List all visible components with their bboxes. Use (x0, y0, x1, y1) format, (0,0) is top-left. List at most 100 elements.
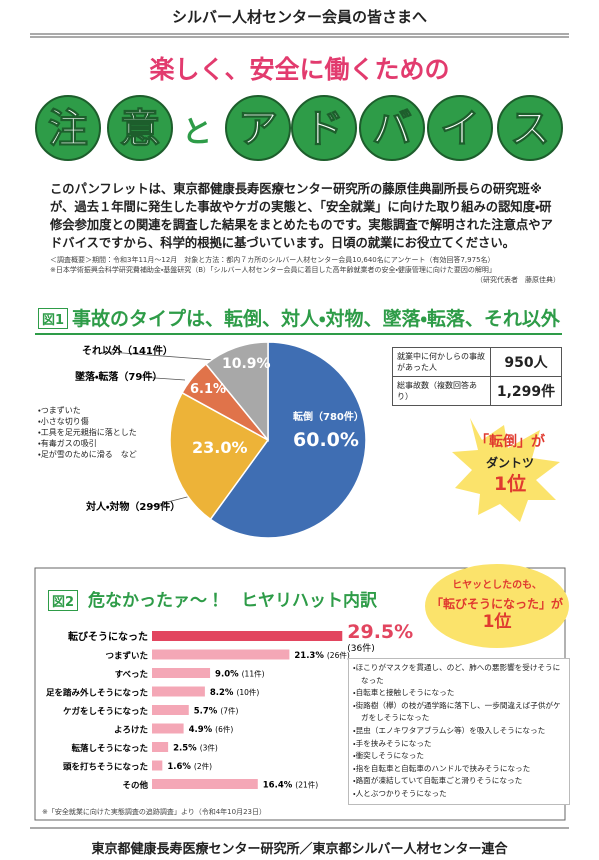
pie-slice (209, 341, 367, 539)
figure-label: 図1 (38, 308, 69, 329)
value-label: 29.5% (347, 621, 413, 643)
pie-label: 墜落・転落（79件） (75, 370, 162, 383)
pie-value: 10.9% (222, 356, 271, 372)
stat-value: 950人 (490, 347, 562, 377)
value-label: 9.0% (215, 670, 239, 680)
title-glyph: ス (510, 106, 550, 152)
kicker: シルバー人材センター会員の皆さまへ (171, 8, 427, 26)
pie-slice (204, 341, 269, 443)
example: ・足が雪のために滑る など (38, 450, 137, 459)
figure-title: 危なかったァ～！ ヒヤリハット内訳 (88, 591, 377, 611)
title-glyph: 意 (120, 106, 160, 152)
leader (139, 376, 186, 381)
example: ・工具を足元親指に落とした (38, 428, 137, 437)
callout: 「転びそうになった」が (430, 597, 563, 611)
bar-label: 足を踏み外しそうになった (46, 688, 148, 699)
value-label: 16.4% (263, 781, 293, 791)
title-circle (107, 95, 173, 161)
bar-label: 転落しそうになった (71, 743, 148, 754)
pie-value: 60.0% (293, 429, 359, 451)
bar (152, 760, 163, 771)
value-label: 1.6% (167, 762, 191, 772)
example: ・路面が凍結していて自転車ごと滑りそうになった (353, 776, 523, 786)
bar-label: 転びそうになった (68, 630, 148, 643)
title-glyph: ド (304, 106, 344, 152)
count-label: (26件) (327, 650, 350, 660)
value-label: 2.5% (173, 744, 197, 754)
stats-table: 就業中に何かしらの事故があった人 950人 総事故数（複数回答あり） 1,299件 (392, 347, 562, 406)
pie-value: 6.1% (190, 382, 226, 397)
note: （研究代表者 藤原佳典） (476, 276, 560, 284)
stat-label: 就業中に何かしらの事故があった人 (392, 347, 491, 377)
bar-label: よろけた (114, 725, 148, 736)
value-label: 21.3% (294, 651, 324, 661)
pie-label: 対人・対物（299件） (85, 500, 180, 513)
bar (152, 705, 189, 715)
figure-label: 図2 (48, 590, 79, 611)
count-label: (7件) (220, 706, 238, 716)
source: ※「安全就業に向けた実態調査の追跡調査」より（令和4年10月23日） (42, 808, 266, 816)
example: ・ほこりがマスクを貫通し、のど、肺への悪影響を受けそうになった (353, 663, 561, 685)
examples: ・つまずいた ・小さな切り傷 ・工具を足元親指に落とした ・有毒ガスの吸引 ・足が雪のた… (38, 405, 137, 460)
count-label: (10件) (236, 687, 259, 697)
callout: 1位 (482, 612, 512, 632)
bar (152, 742, 169, 752)
bar-label: すべった (115, 669, 148, 680)
title-glyph: バ (372, 106, 412, 152)
count-label: (21件) (295, 780, 318, 790)
count-label: (36件) (347, 642, 374, 654)
title-circle (291, 95, 357, 161)
callout: 「転倒」が (475, 434, 545, 450)
bar-label: その他 (122, 780, 148, 791)
pie-label: 転倒（780件） (293, 410, 364, 423)
title-circle (359, 95, 425, 161)
pie-value: 23.0% (192, 438, 248, 457)
pie-label: それ以外（141件） (82, 344, 173, 357)
intro: このパンフレットは、東京都健康長寿医療センター研究所の藤原佳典副所長らの研究班※… (50, 182, 553, 250)
example: ・自転車と接触しそうになった (353, 688, 455, 698)
example: ・手を挟みそうになった (353, 738, 432, 748)
count-label: (3件) (200, 743, 218, 753)
value-label: 4.9% (189, 725, 213, 735)
count-label: (6件) (215, 724, 233, 734)
title-circle (35, 95, 101, 161)
bar (152, 668, 211, 678)
title-circle (225, 95, 291, 161)
examples: ・ほこりがマスクを貫通し、のど、肺への悪影響を受けそうになった・自転車と接触しそ… (348, 658, 570, 805)
count-label: (11件) (242, 669, 265, 679)
notes: ＜調査概要＞期間：令和3年11月～12月 対象と方法：都内７カ所のシルバー人材セ… (50, 255, 560, 285)
bubble (425, 564, 569, 648)
note: ＜調査概要＞期間：令和3年11月～12月 対象と方法：都内７カ所のシルバー人材セ… (50, 256, 495, 264)
figure-title: 事故のタイプは、転倒、対人・対物、墜落・転落、それ以外 (72, 308, 560, 330)
note: ※日本学術振興会科学研究費補助金・基盤研究（B）「シルバー人材センター会員に着目… (50, 266, 496, 274)
example: ・人とぶつかりそうになった (353, 788, 447, 798)
title-circle (497, 95, 563, 161)
callout: ダントツ (485, 456, 534, 470)
bar-label: つまずいた (105, 651, 148, 662)
bar-label: ケガをしそうになった (63, 706, 148, 717)
leader (109, 351, 216, 361)
count-label: (2件) (194, 761, 212, 771)
bar (152, 649, 290, 660)
example: ・小さな切り傷 (38, 417, 89, 426)
subtitle: 楽しく、安全に働くための (149, 55, 450, 84)
title-glyph: 注 (48, 106, 88, 152)
example: ・つまずいた (38, 406, 81, 415)
title-glyph: イ (440, 106, 480, 152)
title-circle (427, 95, 493, 161)
callout: 1位 (493, 473, 527, 495)
pie-slice (169, 391, 270, 521)
stat-label: 総事故数（複数回答あり） (392, 376, 491, 406)
value-label: 8.2% (210, 688, 234, 698)
bar (152, 686, 205, 697)
example: ・衝突しそうになった (353, 751, 424, 761)
bar (152, 723, 184, 734)
title-glyph: ア (238, 106, 278, 152)
callout: ヒヤッとしたのも、 (452, 580, 542, 591)
value-label: 5.7% (194, 707, 218, 717)
title-glyph: と (182, 115, 212, 150)
bar (152, 779, 258, 789)
bar (152, 631, 343, 641)
burst (452, 418, 560, 522)
